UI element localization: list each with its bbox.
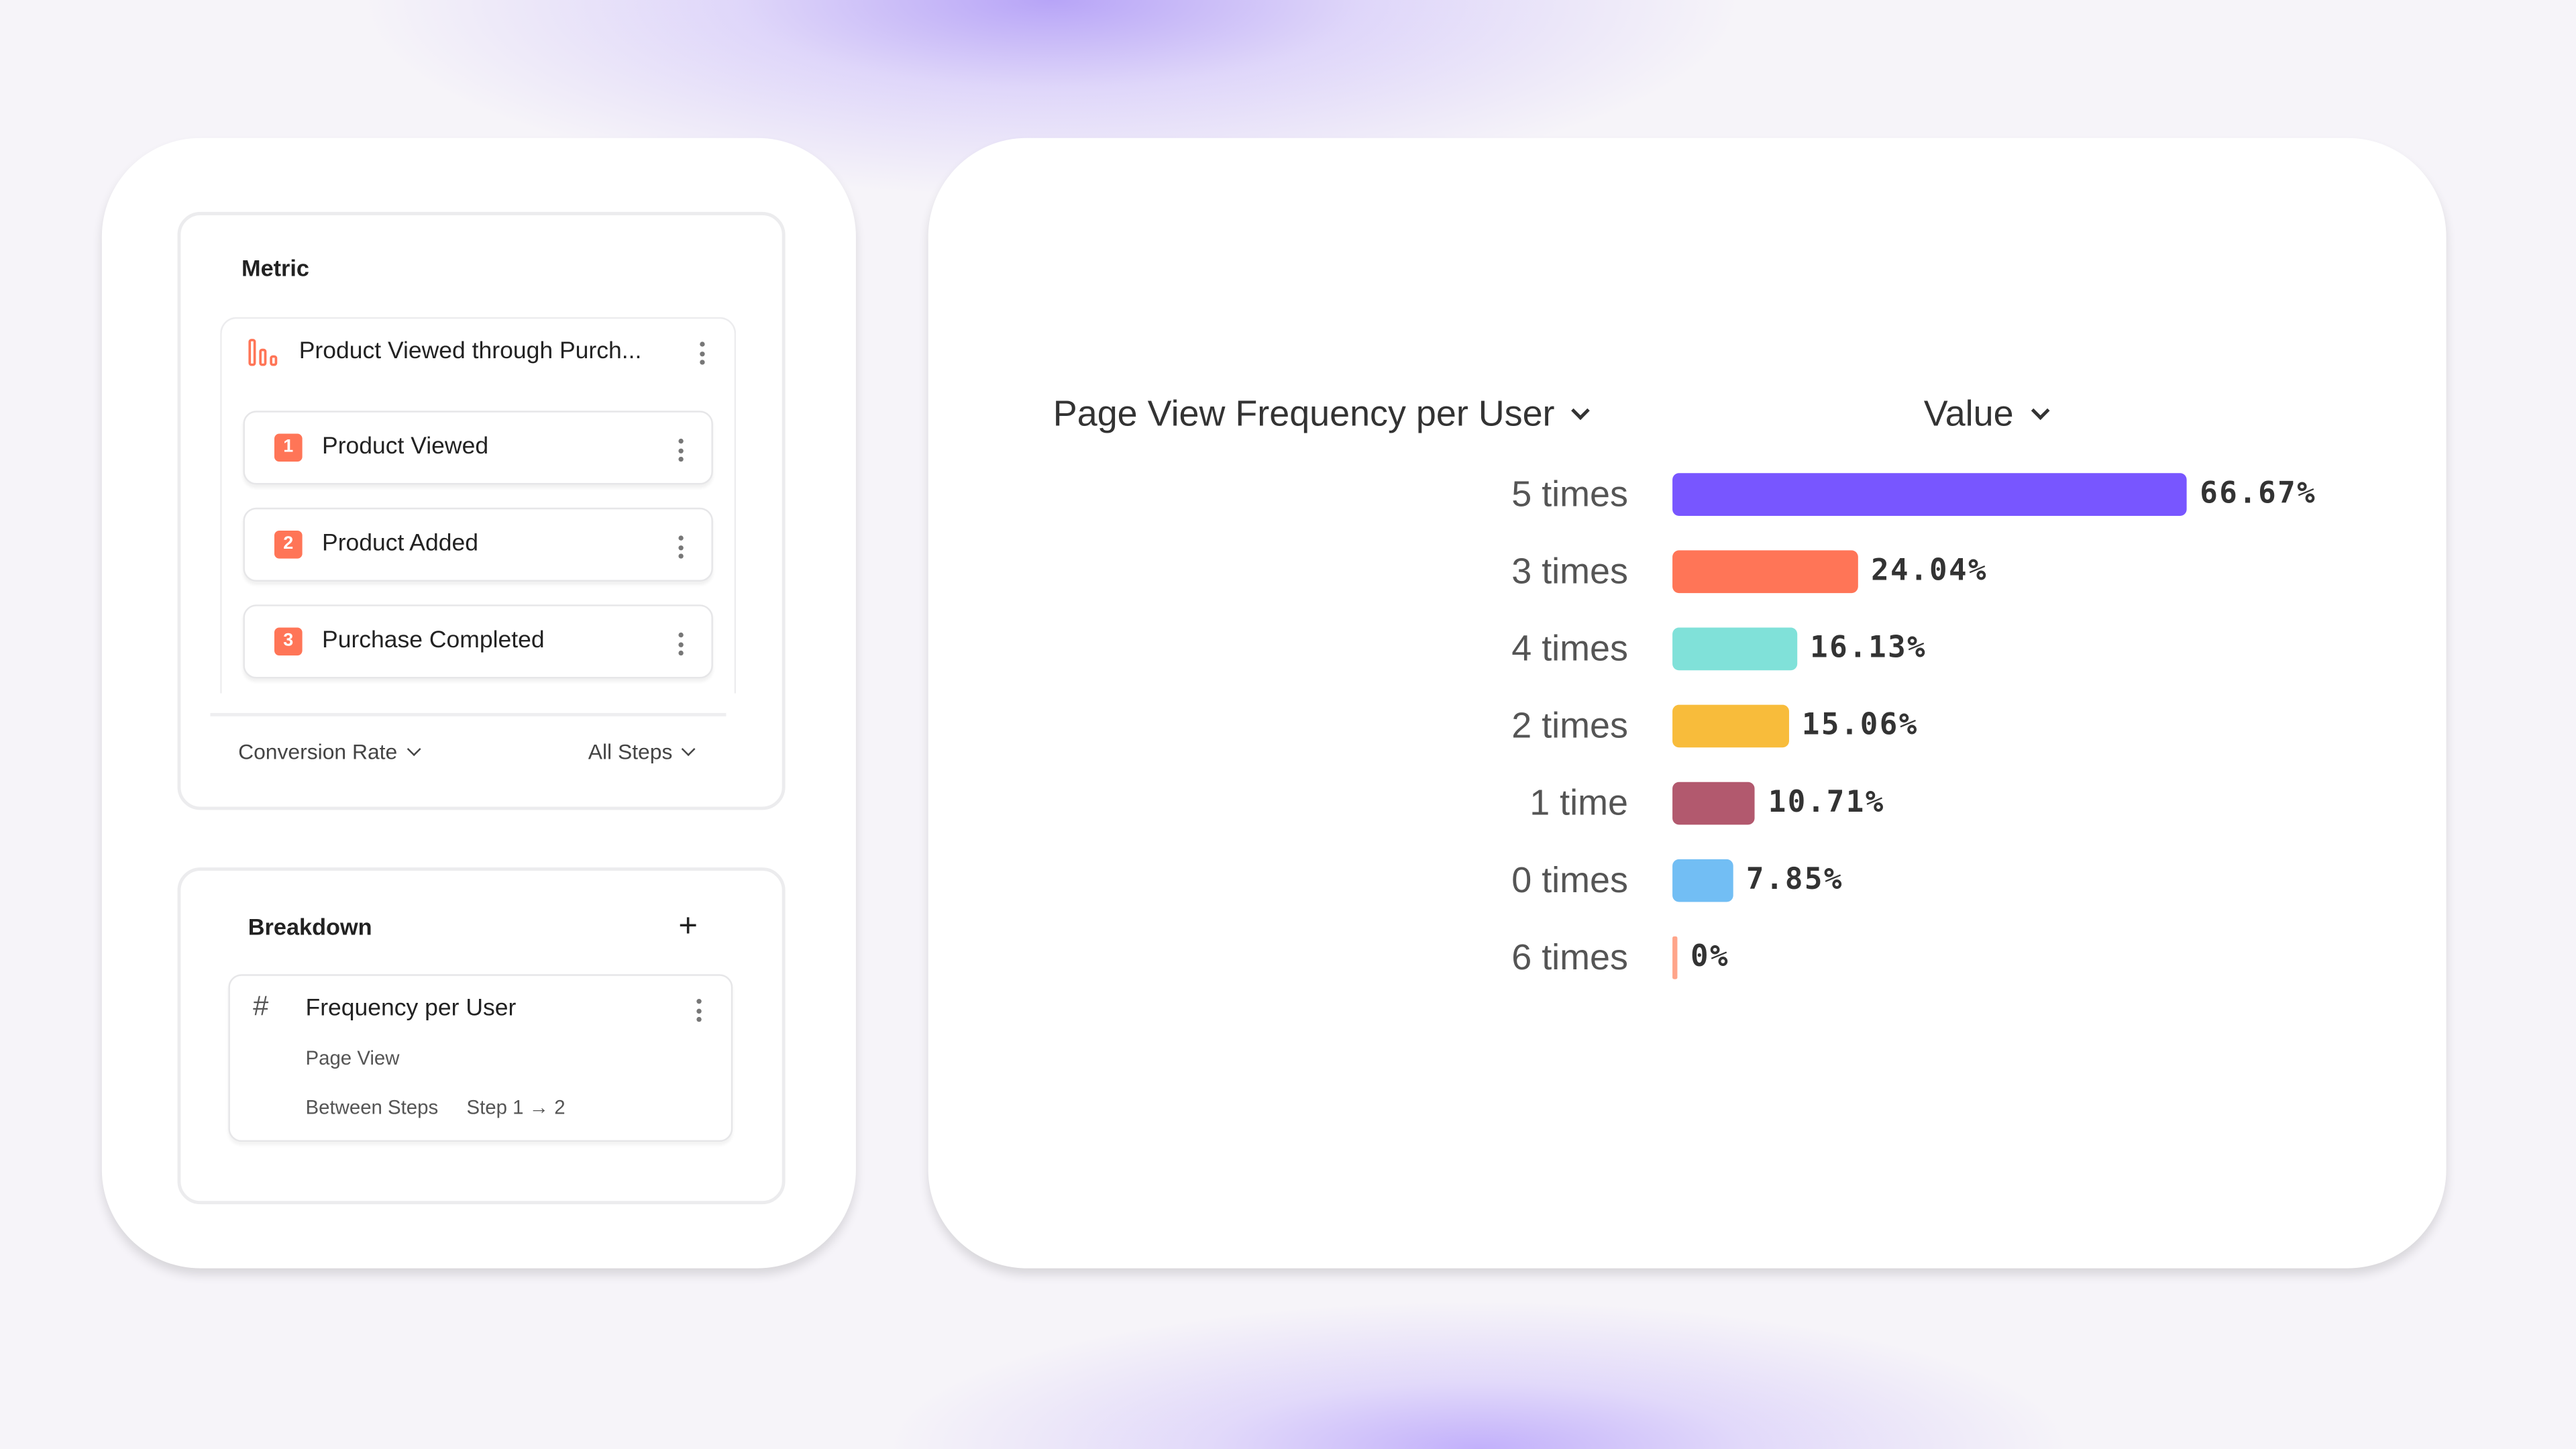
breakdown-title: Breakdown <box>248 913 372 940</box>
category-label: 1 time <box>1529 782 1628 823</box>
funnel-group <box>220 317 737 694</box>
select-label: Conversion Rate <box>238 739 398 764</box>
category-label: 2 times <box>1511 704 1628 746</box>
step-menu-icon[interactable] <box>678 632 684 659</box>
bar[interactable] <box>1672 782 1756 825</box>
step-number: 2 <box>274 531 303 559</box>
bar[interactable] <box>1672 473 2187 516</box>
metric-title: Metric <box>241 254 309 281</box>
breakdown-section <box>177 867 786 1205</box>
chart-card <box>928 138 2447 1269</box>
step-menu-icon[interactable] <box>678 438 684 466</box>
bar[interactable] <box>1672 627 1797 671</box>
conversion-rate-select[interactable]: Conversion Rate <box>238 739 421 764</box>
category-label: 4 times <box>1511 627 1628 669</box>
funnel-step[interactable]: 1 Product Viewed <box>243 411 713 485</box>
chevron-down-icon <box>682 742 696 757</box>
breakdown-menu-icon[interactable] <box>696 998 702 1026</box>
step-menu-icon[interactable] <box>678 535 684 562</box>
funnel-step[interactable]: 2 Product Added <box>243 507 713 582</box>
value-label: 0% <box>1690 939 1730 975</box>
chevron-down-icon <box>1571 401 1591 421</box>
value-label: 10.71% <box>1768 785 1885 820</box>
breakdown-property: Frequency per User <box>305 996 517 1022</box>
category-label: 6 times <box>1511 936 1628 978</box>
bar[interactable] <box>1672 936 1678 979</box>
step-number: 1 <box>274 433 303 462</box>
step-label: Product Viewed <box>322 433 489 460</box>
step-label: Purchase Completed <box>322 627 545 654</box>
breakdown-item[interactable] <box>228 974 733 1142</box>
value-label: 15.06% <box>1801 708 1919 743</box>
value-label: 16.13% <box>1810 631 1927 665</box>
bar[interactable] <box>1672 859 1733 902</box>
chevron-down-icon <box>2030 401 2049 421</box>
category-label: 3 times <box>1511 550 1628 592</box>
breakdown-scope-value: Step 1 → 2 <box>466 1095 566 1119</box>
funnel-chart-icon <box>248 339 278 366</box>
value-label: 66.67% <box>2200 476 2317 511</box>
funnel-menu-icon[interactable] <box>700 341 705 368</box>
chevron-down-icon <box>407 742 421 757</box>
step-number: 3 <box>274 627 303 656</box>
header-label: Page View Frequency per User <box>1053 392 1555 434</box>
breakdown-scope-label: Between Steps <box>305 1095 439 1119</box>
breakdown-event: Page View <box>305 1046 400 1070</box>
value-column-header[interactable]: Value <box>1923 392 2049 435</box>
step-label: Product Added <box>322 531 479 557</box>
value-label: 24.04% <box>1871 553 1988 588</box>
funnel-name[interactable]: Product Viewed through Purch... <box>299 338 642 365</box>
bar[interactable] <box>1672 550 1858 594</box>
numeric-property-icon: # <box>253 990 269 1022</box>
funnel-step[interactable]: 3 Purchase Completed <box>243 604 713 679</box>
bar[interactable] <box>1672 704 1789 748</box>
header-label: Value <box>1923 392 2014 434</box>
value-label: 7.85% <box>1746 862 1843 898</box>
select-label: All Steps <box>588 739 673 764</box>
category-column-header[interactable]: Page View Frequency per User <box>1053 392 1591 435</box>
category-label: 5 times <box>1511 473 1628 515</box>
all-steps-select[interactable]: All Steps <box>588 739 696 764</box>
category-label: 0 times <box>1511 859 1628 901</box>
divider <box>210 712 727 716</box>
add-breakdown-icon[interactable]: + <box>678 908 698 945</box>
